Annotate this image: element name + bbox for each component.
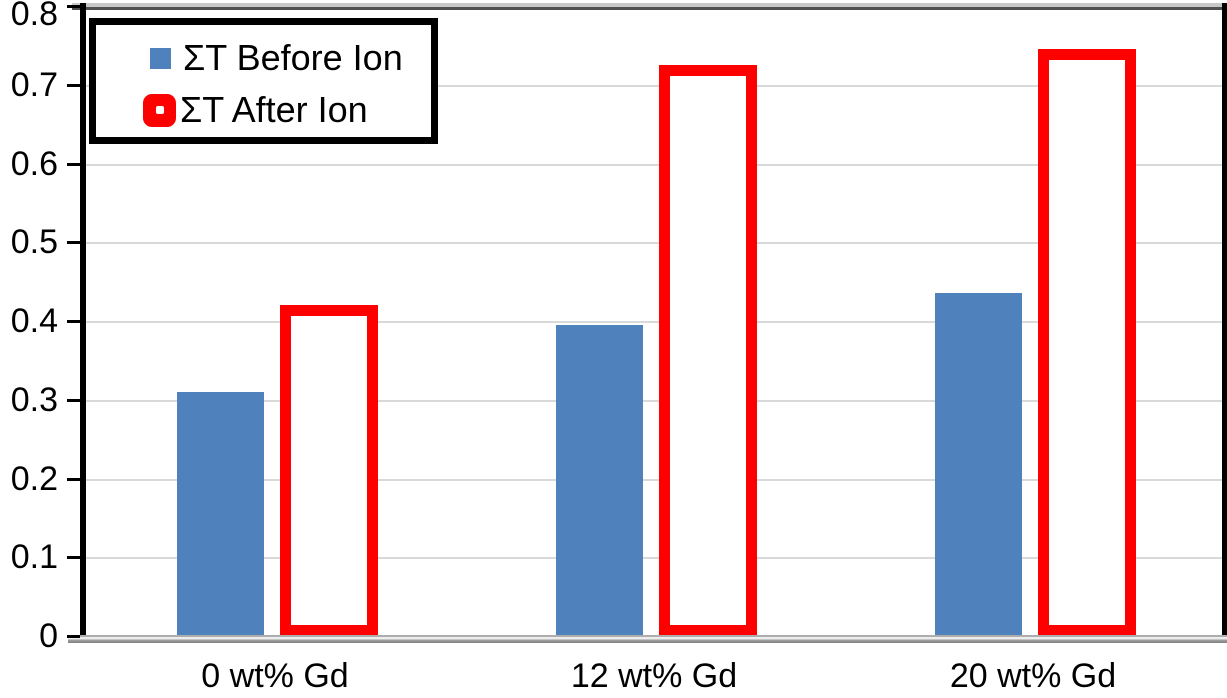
after-ion-swatch-core	[155, 106, 164, 114]
x-axis-label: 0 wt% Gd	[201, 657, 349, 695]
legend-label-after-ion: ΣT After Ion	[180, 89, 368, 130]
y-axis-line	[80, 3, 86, 642]
y-axis-label: 0.2	[10, 460, 58, 498]
gridline	[86, 85, 1222, 87]
y-axis-label: 0.5	[10, 223, 58, 261]
y-axis-tick	[67, 5, 80, 8]
bar-after-ion	[1038, 49, 1136, 636]
after-ion-swatch-icon	[143, 93, 176, 127]
gridline	[86, 400, 1222, 402]
y-axis-label: 0.1	[10, 538, 58, 576]
plot-right-border	[1222, 3, 1227, 636]
y-axis-tick	[67, 241, 80, 244]
y-axis-tick	[67, 320, 80, 323]
plot-area	[86, 6, 1222, 636]
y-axis-label: 0.8	[10, 0, 58, 33]
legend-item-after-ion: ΣT After Ion	[143, 85, 368, 135]
bar-before-ion	[177, 392, 264, 636]
y-axis-label: 0	[39, 617, 58, 655]
bar-after-ion	[659, 65, 757, 636]
x-axis-label: 20 wt% Gd	[949, 657, 1117, 695]
gridline	[86, 164, 1222, 166]
y-axis-label: 0.3	[10, 381, 58, 419]
legend-label-before-ion: ΣT Before Ion	[183, 37, 403, 78]
bar-after-ion	[280, 305, 378, 636]
y-axis-tick	[67, 163, 80, 166]
x-axis-line	[68, 635, 1227, 643]
y-axis-tick	[67, 635, 80, 638]
y-axis-tick	[67, 84, 80, 87]
before-ion-swatch-icon	[150, 47, 171, 69]
y-axis-label: 0.6	[10, 145, 58, 183]
bar-before-ion	[935, 293, 1022, 636]
bar-before-ion	[556, 325, 643, 636]
y-axis-tick	[67, 556, 80, 559]
legend-item-before-ion: ΣT Before Ion	[150, 35, 403, 81]
y-axis-label: 0.4	[10, 302, 58, 340]
gridline	[86, 321, 1222, 323]
gridline	[86, 242, 1222, 244]
legend: ΣT Before Ion ΣT After Ion	[89, 18, 438, 144]
y-axis-label: 0.7	[10, 66, 58, 104]
gridline	[86, 479, 1222, 481]
y-axis-tick	[67, 478, 80, 481]
x-axis-label: 12 wt% Gd	[570, 657, 738, 695]
gridline	[86, 557, 1222, 559]
plot-top-border	[72, 3, 1227, 10]
y-axis-tick	[67, 399, 80, 402]
